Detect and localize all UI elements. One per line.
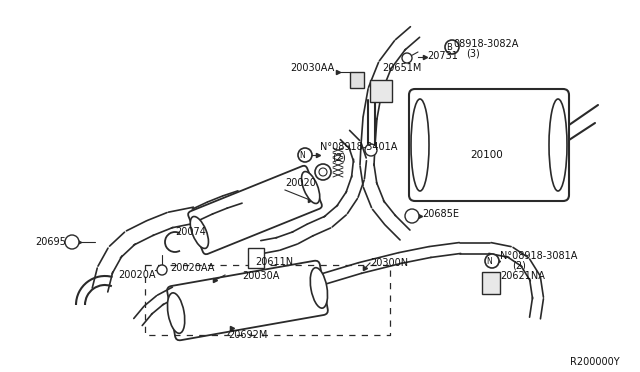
Text: 20731: 20731 bbox=[427, 51, 458, 61]
Ellipse shape bbox=[411, 99, 429, 191]
Circle shape bbox=[157, 265, 167, 275]
Ellipse shape bbox=[549, 99, 567, 191]
Circle shape bbox=[65, 235, 79, 249]
Text: 20692M: 20692M bbox=[228, 330, 268, 340]
Text: 20611N: 20611N bbox=[255, 257, 293, 267]
Text: N°08918-3401A: N°08918-3401A bbox=[320, 142, 397, 152]
Text: N°08918-3081A: N°08918-3081A bbox=[500, 251, 577, 261]
Text: B: B bbox=[446, 42, 452, 51]
Circle shape bbox=[405, 209, 419, 223]
Circle shape bbox=[319, 168, 327, 176]
Bar bbox=[350, 72, 364, 88]
Bar bbox=[370, 80, 392, 102]
Text: R200000Y: R200000Y bbox=[570, 357, 620, 367]
FancyBboxPatch shape bbox=[167, 261, 328, 340]
Text: N: N bbox=[486, 257, 492, 266]
Ellipse shape bbox=[190, 217, 209, 248]
Text: 20100: 20100 bbox=[470, 150, 503, 160]
Circle shape bbox=[445, 40, 459, 54]
Ellipse shape bbox=[168, 293, 185, 333]
Circle shape bbox=[315, 164, 331, 180]
Text: 20685E: 20685E bbox=[422, 209, 459, 219]
Text: 20300N: 20300N bbox=[370, 258, 408, 268]
Ellipse shape bbox=[310, 268, 328, 308]
Text: 20651M: 20651M bbox=[382, 63, 421, 73]
FancyBboxPatch shape bbox=[188, 166, 322, 254]
Text: 20020AA: 20020AA bbox=[170, 263, 214, 273]
Text: 20020: 20020 bbox=[285, 178, 316, 188]
Bar bbox=[248, 248, 264, 268]
Circle shape bbox=[402, 53, 412, 63]
Circle shape bbox=[298, 148, 312, 162]
Text: 20695: 20695 bbox=[35, 237, 66, 247]
Text: 20621NA: 20621NA bbox=[500, 271, 545, 281]
Text: (3): (3) bbox=[466, 49, 480, 59]
Text: 20030AA: 20030AA bbox=[290, 63, 334, 73]
Circle shape bbox=[365, 144, 377, 156]
Text: 20030A: 20030A bbox=[242, 271, 280, 281]
Text: (2): (2) bbox=[512, 261, 526, 271]
Bar bbox=[482, 272, 500, 294]
FancyBboxPatch shape bbox=[409, 89, 569, 201]
Circle shape bbox=[485, 254, 499, 268]
Text: N: N bbox=[299, 151, 305, 160]
Ellipse shape bbox=[301, 171, 320, 203]
Text: 20020A: 20020A bbox=[118, 270, 156, 280]
Text: (2): (2) bbox=[332, 152, 346, 162]
Text: 08918-3082A: 08918-3082A bbox=[453, 39, 518, 49]
Text: 20074: 20074 bbox=[175, 227, 206, 237]
